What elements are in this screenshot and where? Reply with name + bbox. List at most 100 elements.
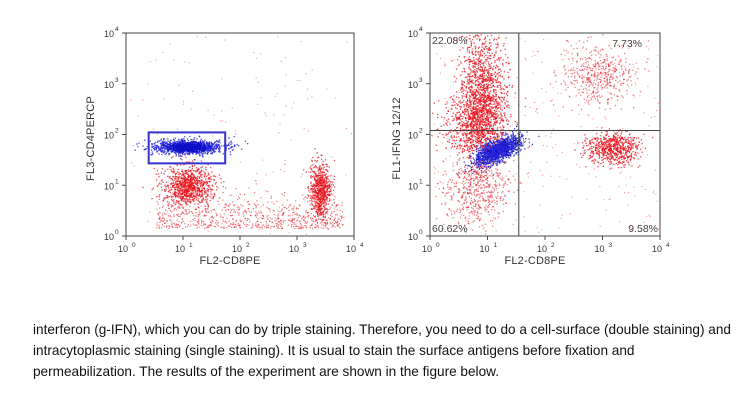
plot1-event-dot [307,211,309,214]
plot1-event-dot [167,146,169,149]
plot1-event-dot [190,193,192,196]
plot1-event-dot [166,141,168,144]
plot1-event-dot [193,193,195,195]
plot1-event-dot [188,146,190,149]
plot1-event-dot [238,209,240,211]
plot2-event-dot [505,175,507,177]
plot1-event-dot [171,144,174,146]
plot1-event-dot [319,198,321,200]
plot1-event-dot [195,180,197,182]
plot1-event-dot [192,178,194,180]
plot1-event-dot [178,155,180,157]
plot1-event-dot [186,179,188,182]
plot1-event-dot [158,148,160,151]
plot1-event-dot [310,217,312,219]
plot1-event-dot [193,146,195,148]
plot2-event-dot [534,54,536,56]
plot1-event-dot [195,150,198,152]
plot1-event-dot [175,178,177,181]
plot1-event-dot [199,146,201,149]
plot1-event-dot [324,226,326,228]
plot1-event-dot [185,152,187,154]
plot1-event-dot [230,140,232,142]
plot1-event-dot [311,208,314,210]
plot1-event-dot [317,214,319,216]
plot1-event-dot [174,141,176,143]
plot1-event-dot [283,206,285,208]
plot2-event-dot [492,94,494,97]
plot1-event-dot [322,197,324,199]
plot1-event-dot [243,215,245,217]
plot1-event-dot [308,195,310,197]
plot1-event-dot [193,144,195,146]
plot2-event-dot [435,186,437,188]
plot1-event-dot [207,178,209,180]
plot2-event-dot [654,97,656,99]
plot1-event-dot [314,173,316,175]
plot1-event-dot [146,146,148,148]
plot1-event-dot [314,194,316,196]
plot1-event-dot [174,188,176,190]
plot2-event-dot [497,117,499,119]
plot1-event-dot [239,224,241,226]
plot2-event-dot [453,81,455,83]
plot1-event-dot [241,220,243,222]
plot2-event-dot [460,115,462,117]
plot2-event-dot [519,181,521,183]
plot1-event-dot [181,186,183,189]
plot1-event-dot [195,183,197,185]
plot2-event-dot [575,42,577,44]
plot1-event-dot [242,205,244,207]
plot1-event-dot [322,198,325,200]
plot1-event-dot [172,193,174,195]
plot1-event-dot [202,153,204,155]
plot1-event-dot [185,202,187,205]
plot1-event-dot [186,138,189,140]
plot1-event-dot [262,215,265,217]
plot2-event-dot [605,118,607,120]
plot1-event-dot [191,146,193,148]
plot1-event-dot [310,202,313,204]
plot1-event-dot [319,193,321,195]
plot1-event-dot [169,176,171,178]
plot1-event-dot [182,197,184,199]
plot1-event-dot [174,145,176,147]
plot1-event-dot [170,186,172,188]
plot1-event-dot [196,179,198,181]
plot2-event-dot [480,131,482,133]
plot1-event-dot [196,190,199,192]
plot1-event-dot [204,181,206,184]
plot2-event-dot [490,137,492,140]
plot2-event-dot [618,72,620,74]
plot1-event-dot [201,179,203,181]
plot1-event-dot [318,187,321,189]
plot1-event-dot [172,184,174,187]
plot1-event-dot [260,227,262,229]
plot1-event-dot [315,195,317,197]
plot1-event-dot [240,227,242,229]
plot1-event-dot [198,182,200,184]
plot1-event-dot [160,138,163,140]
plot1-event-dot [311,219,313,221]
plot1-event-dot [162,141,164,143]
plot1-event-dot [201,199,203,202]
plot1-event-dot [326,164,328,166]
plot1-event-dot [206,143,208,145]
plot1-event-dot [180,142,182,144]
plot2-event-dot [539,204,541,206]
plot1-event-dot [317,188,319,190]
plot1-event-dot [276,93,278,95]
plot1-event-dot [315,189,317,192]
plot1-event-dot [325,182,328,184]
plot1-event-dot [158,214,160,216]
plot1-event-dot [298,205,301,207]
plot1-event-dot [326,188,328,190]
plot1-event-dot [232,201,234,203]
plot1-event-dot [184,201,186,204]
plot2-event-dot [655,227,657,229]
plot1-event-dot [211,146,213,149]
plot1-event-dot [225,208,227,210]
plot1-event-dot [181,218,184,220]
plot2-event-dot [541,61,543,63]
plot1-event-dot [278,220,280,223]
